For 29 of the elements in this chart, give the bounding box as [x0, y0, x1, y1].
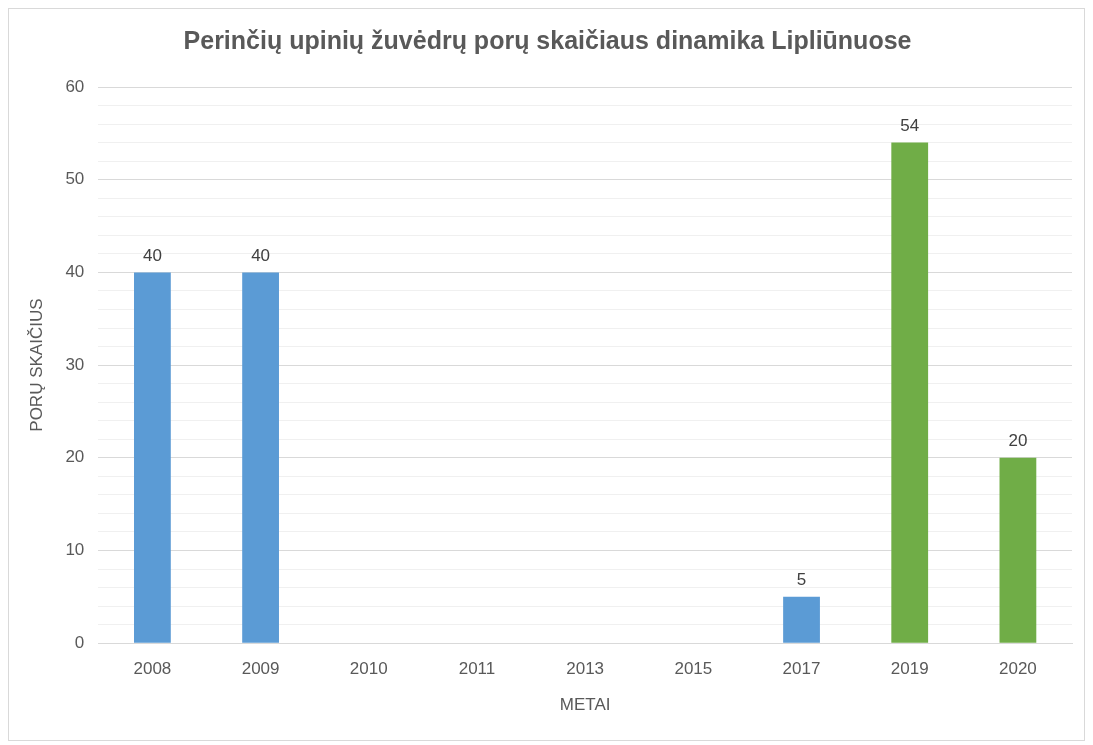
bar: [242, 272, 279, 643]
bar: [891, 142, 929, 643]
chart-title: Perinčių upinių žuvėdrų porų skaičiaus dinamika Lipliūnuose: [183, 25, 912, 54]
y-tick-label: 10: [65, 540, 85, 560]
bar: [134, 272, 171, 643]
y-tick-label: 60: [65, 76, 85, 96]
y-tick-label: 20: [65, 447, 85, 467]
bar: [783, 596, 820, 643]
bar: [999, 457, 1037, 643]
x-tick-label: 2009: [241, 659, 280, 679]
data-label: 20: [1008, 430, 1028, 450]
x-tick-label: 2017: [782, 659, 821, 679]
y-tick-label: 30: [65, 354, 85, 374]
x-tick-label: 2020: [998, 659, 1037, 679]
x-axis-title: METAI: [559, 695, 611, 715]
y-tick-label: 0: [74, 632, 85, 652]
y-tick-label: 50: [65, 169, 85, 189]
x-tick-label: 2011: [458, 659, 496, 679]
data-label: 40: [142, 245, 162, 265]
x-tick-label: 2010: [349, 659, 388, 679]
y-axis-title: PORŲ SKAIČIUS: [26, 298, 46, 432]
y-tick-label: 40: [65, 262, 85, 282]
data-label: 54: [900, 115, 920, 135]
x-tick-label: 2008: [133, 659, 172, 679]
x-tick-label: 2019: [890, 659, 929, 679]
data-label: 5: [796, 570, 807, 590]
data-label: 40: [251, 245, 271, 265]
x-tick-label: 2015: [674, 659, 713, 679]
x-tick-label: 2013: [566, 659, 605, 679]
